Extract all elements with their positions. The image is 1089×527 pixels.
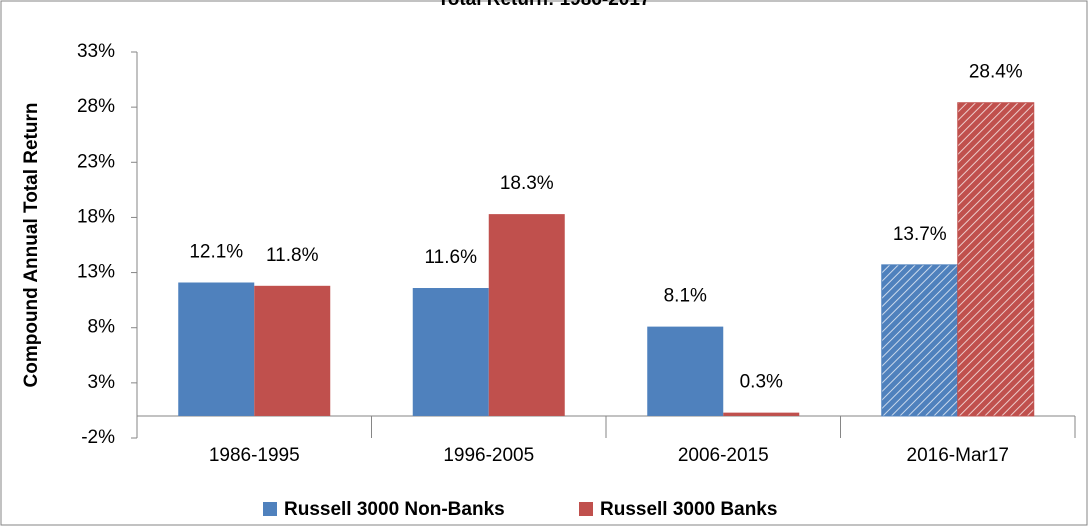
legend-swatch (579, 502, 593, 516)
x-tick-label: 2016-Mar17 (907, 445, 1009, 466)
y-tick-label: 23% (77, 151, 115, 172)
value-label: 18.3% (500, 173, 554, 194)
value-label: 11.8% (266, 245, 319, 266)
y-tick-label: 28% (77, 96, 115, 117)
legend-swatch (263, 502, 277, 516)
value-label: 11.6% (425, 247, 478, 268)
value-label: 28.4% (969, 62, 1023, 83)
y-tick-label: 3% (88, 372, 116, 393)
legend-label: Russell 3000 Non-Banks (284, 499, 505, 520)
bar (412, 288, 489, 416)
value-label: 12.1% (189, 242, 243, 263)
x-tick-label: 2006-2015 (678, 445, 769, 466)
y-tick-label: 18% (77, 206, 115, 227)
bar (178, 282, 255, 416)
x-tick-label: 1996-2005 (443, 445, 534, 466)
bar (254, 285, 331, 416)
y-tick-label: 8% (88, 317, 116, 338)
value-label: 0.3% (740, 372, 783, 393)
y-axis-label: Compound Annual Total Return (21, 103, 42, 388)
x-tick-label: 1986-1995 (209, 445, 300, 466)
bar (957, 102, 1035, 417)
y-tick-label: 33% (77, 41, 115, 62)
legend-label: Russell 3000 Banks (600, 499, 777, 520)
y-tick-label: 13% (77, 262, 115, 283)
bar (723, 412, 800, 416)
chart-title: Total Return: 1986-2017 (438, 0, 651, 10)
bar (488, 214, 565, 416)
y-tick-label: -2% (81, 427, 115, 448)
value-label: 13.7% (893, 224, 947, 245)
bar (881, 264, 959, 417)
value-label: 8.1% (664, 286, 707, 307)
bar (647, 326, 724, 416)
